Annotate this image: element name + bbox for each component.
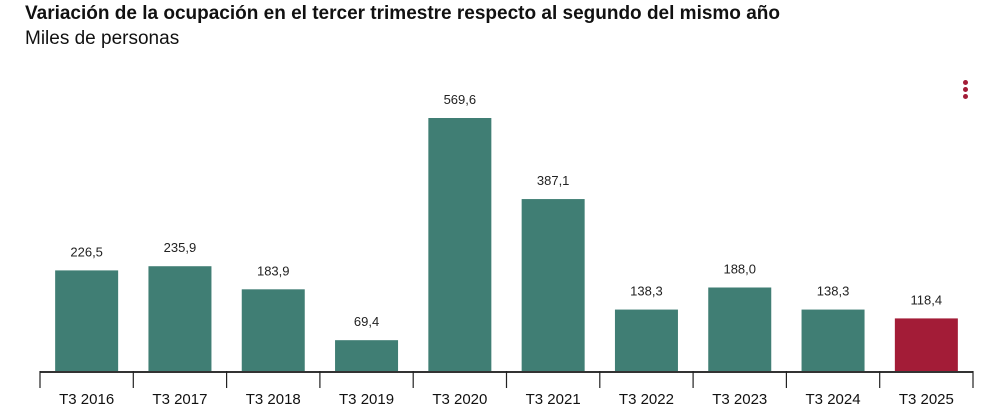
x-tick-label: T3 2022 xyxy=(619,391,674,408)
bar xyxy=(335,340,399,371)
x-tick-label: T3 2025 xyxy=(899,391,954,408)
x-tick-label: T3 2021 xyxy=(526,391,581,408)
x-tick-label: T3 2023 xyxy=(712,391,767,408)
bar xyxy=(148,266,212,371)
data-label: 138,3 xyxy=(817,284,850,299)
bar xyxy=(708,287,772,371)
x-tick-label: T3 2019 xyxy=(339,391,394,408)
data-label: 118,4 xyxy=(911,292,943,307)
data-label: 188,0 xyxy=(723,261,756,276)
bar xyxy=(241,289,305,371)
data-label: 569,6 xyxy=(444,92,477,107)
bar xyxy=(55,270,119,371)
data-label: 183,9 xyxy=(257,263,290,278)
chart-subtitle: Miles de personas xyxy=(25,28,180,49)
bar xyxy=(614,309,678,371)
data-label: 69,4 xyxy=(354,314,379,329)
bar xyxy=(801,309,865,371)
data-label: 387,1 xyxy=(537,173,570,188)
bar xyxy=(428,118,492,371)
data-label: 235,9 xyxy=(164,240,197,255)
x-tick-label: T3 2018 xyxy=(246,391,301,408)
x-tick-label: T3 2016 xyxy=(59,391,114,408)
data-label: 226,5 xyxy=(70,244,103,259)
bar xyxy=(521,199,585,371)
data-label: 138,3 xyxy=(630,284,663,299)
x-tick-label: T3 2024 xyxy=(806,391,861,408)
bar xyxy=(894,318,958,371)
chart-title: Variación de la ocupación en el tercer t… xyxy=(25,3,780,24)
x-tick-label: T3 2017 xyxy=(152,391,207,408)
x-tick-label: T3 2020 xyxy=(432,391,487,408)
kebab-menu-icon[interactable] xyxy=(963,80,969,101)
